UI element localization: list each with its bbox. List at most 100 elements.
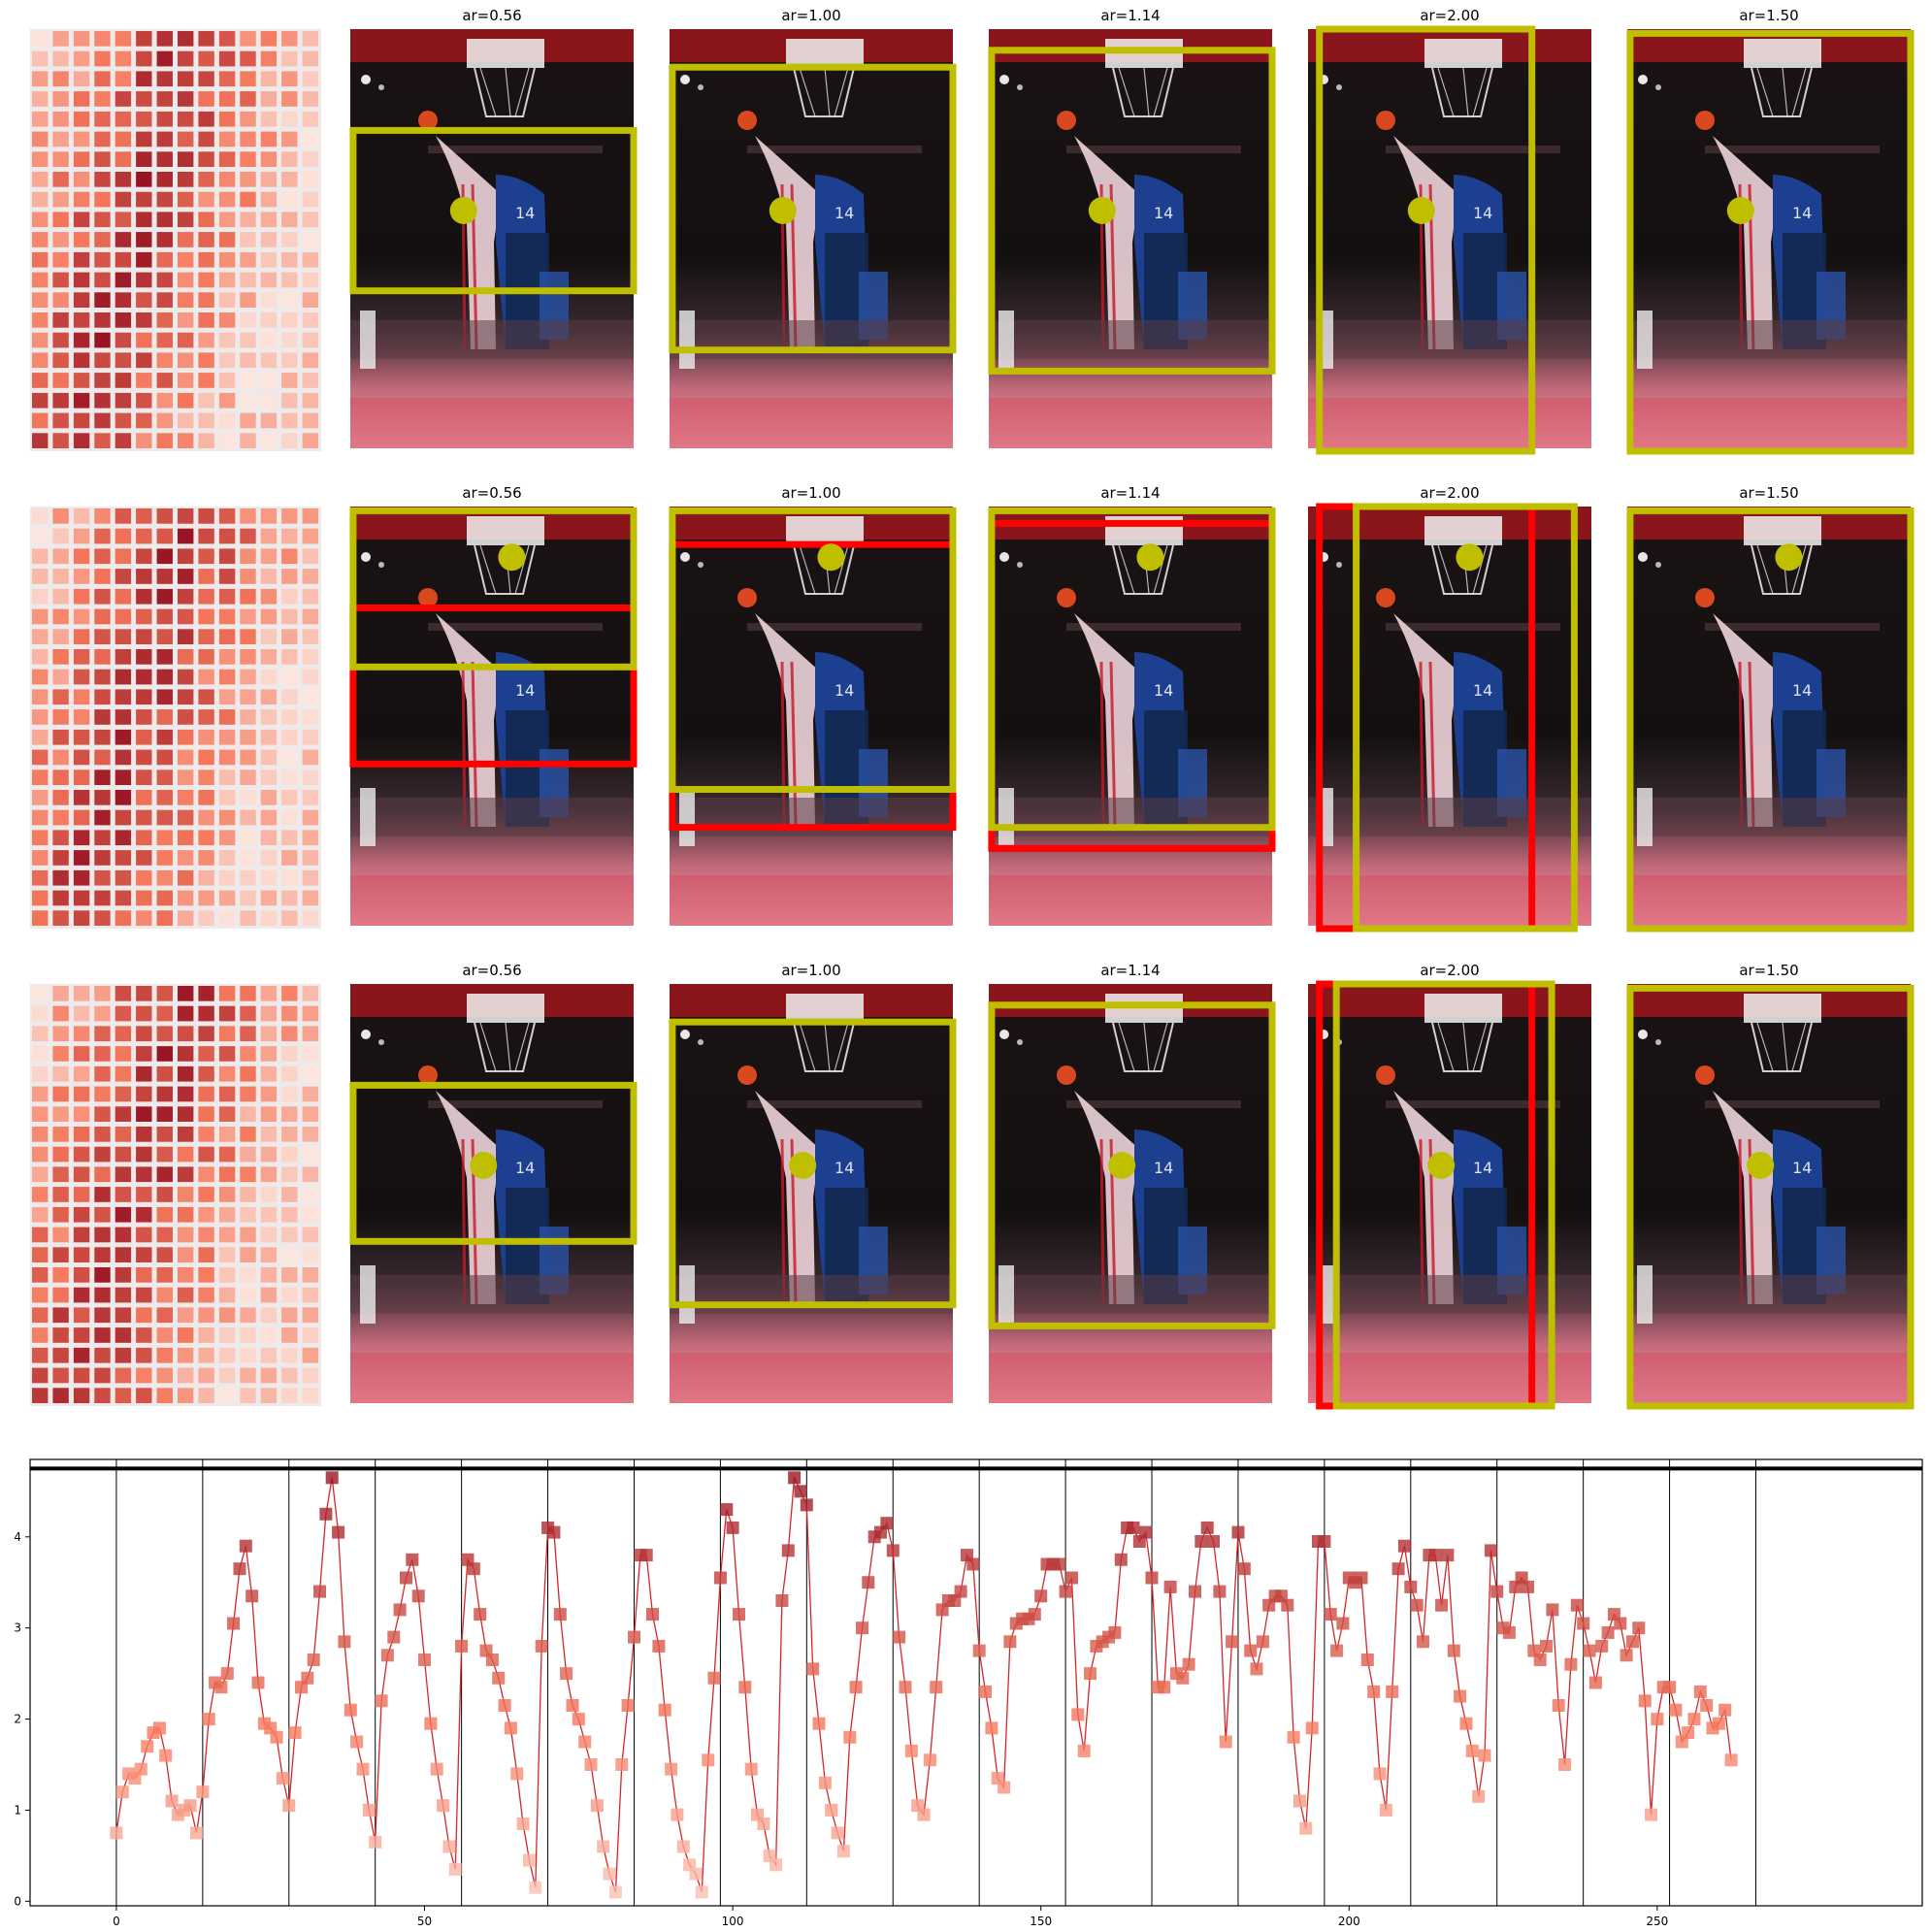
heatmap-cell [52,749,69,766]
data-point [621,1699,635,1712]
heatmap-cell [136,50,152,67]
heatmap-cell [52,1206,69,1223]
heatmap-cell [281,629,298,644]
data-point [1318,1535,1331,1548]
heatmap-cell [198,1307,214,1324]
heatmap-cell [115,1247,132,1262]
heatmap-cell [281,292,298,308]
heatmap-cell [115,548,132,565]
heatmap-cell [218,352,236,369]
heatmap-cell [115,373,132,388]
heatmap-cell [178,749,194,766]
heatmap-cell [52,528,69,544]
heatmap-cell [136,809,152,826]
heatmap-cell [52,1106,69,1122]
heatmap-cell [156,910,173,926]
heatmap-cell [115,1187,132,1202]
heatmap-cell [281,151,298,167]
data-point [628,1630,640,1644]
heatmap-cell [115,709,132,725]
basketball-photo [668,505,955,928]
data-point [313,1585,326,1598]
heatmap-cell [302,251,318,268]
data-point [1391,1562,1405,1576]
heatmap-cell [94,869,111,886]
heatmap-cell [94,1347,111,1363]
heatmap-cell [52,508,69,524]
heatmap-cell [156,709,173,725]
panel-title: ar=2.00 [1420,962,1479,979]
panel-title: ar=1.50 [1739,484,1798,502]
heatmap-cell [115,332,132,348]
heatmap-cell [218,232,236,247]
heatmap-cell [94,1146,111,1162]
heatmap-cell [240,212,256,228]
heatmap-cell [260,1187,278,1202]
data-point [818,1776,832,1789]
data-point [1490,1585,1504,1598]
yellow-crop-box [349,126,638,295]
heatmap-cell [178,31,194,47]
heatmap-cell [240,528,256,544]
heatmap-cell [52,809,69,826]
heatmap-cell [52,111,69,127]
heatmap-cell [178,1367,194,1384]
heatmap-cell [260,111,278,127]
heatmap-cell [32,770,49,785]
heatmap-cell [32,373,49,388]
heatmap-cell [240,1287,256,1303]
heatmap-cell [302,1307,318,1324]
heatmap-cell [240,669,256,685]
heatmap-cell [115,508,132,524]
data-point [720,1503,734,1517]
heatmap-cell [260,1127,278,1142]
heatmap-cell [218,770,236,785]
heatmap-cell [115,1287,132,1303]
heatmap-cell [240,292,256,308]
heatmap-cell [302,1106,318,1122]
heatmap-cell [302,332,318,348]
heatmap-cell [115,191,132,208]
heatmap-cell [198,50,214,67]
heatmap-cell [240,1187,256,1202]
heatmap-cell [218,191,236,208]
heatmap-cell [156,1388,173,1403]
heatmap-cell [94,548,111,565]
heatmap-cell [94,809,111,826]
heatmap-cell [260,749,278,766]
heatmap-cell [302,1127,318,1142]
heatmap-cell [156,251,173,268]
basketball-photo [1625,27,1913,450]
heatmap-cell [281,1127,298,1142]
heatmap-cell [115,608,132,625]
data-point [769,1858,783,1872]
heatmap-cell [52,1367,69,1384]
heatmap-cell [115,1227,132,1243]
heatmap-cell [32,31,49,47]
heatmap-cell [32,292,49,308]
heatmap-cell [240,1005,256,1022]
center-marker [1775,543,1803,572]
heatmap-cell [94,172,111,187]
heatmap-cell [260,232,278,247]
panel-title: ar=1.50 [1739,7,1798,24]
heatmap-cell [156,292,173,308]
data-point [1287,1730,1300,1744]
data-point [1620,1649,1633,1662]
heatmap-cell [240,352,256,369]
heatmap-cell [198,332,214,348]
data-point [1724,1753,1738,1767]
heatmap-cell [198,629,214,644]
data-point [307,1654,320,1666]
panel-title: ar=0.56 [462,484,521,502]
heatmap-cell [52,1267,69,1283]
heatmap-cell [94,749,111,766]
heatmap-cell [302,1267,318,1283]
heatmap-cell [115,729,132,745]
heatmap-cell [240,709,256,725]
data-point [1700,1699,1714,1712]
data-point [1397,1539,1411,1553]
heatmap-cell [302,809,318,826]
heatmap-cell [115,1267,132,1283]
heatmap-cell [52,251,69,268]
